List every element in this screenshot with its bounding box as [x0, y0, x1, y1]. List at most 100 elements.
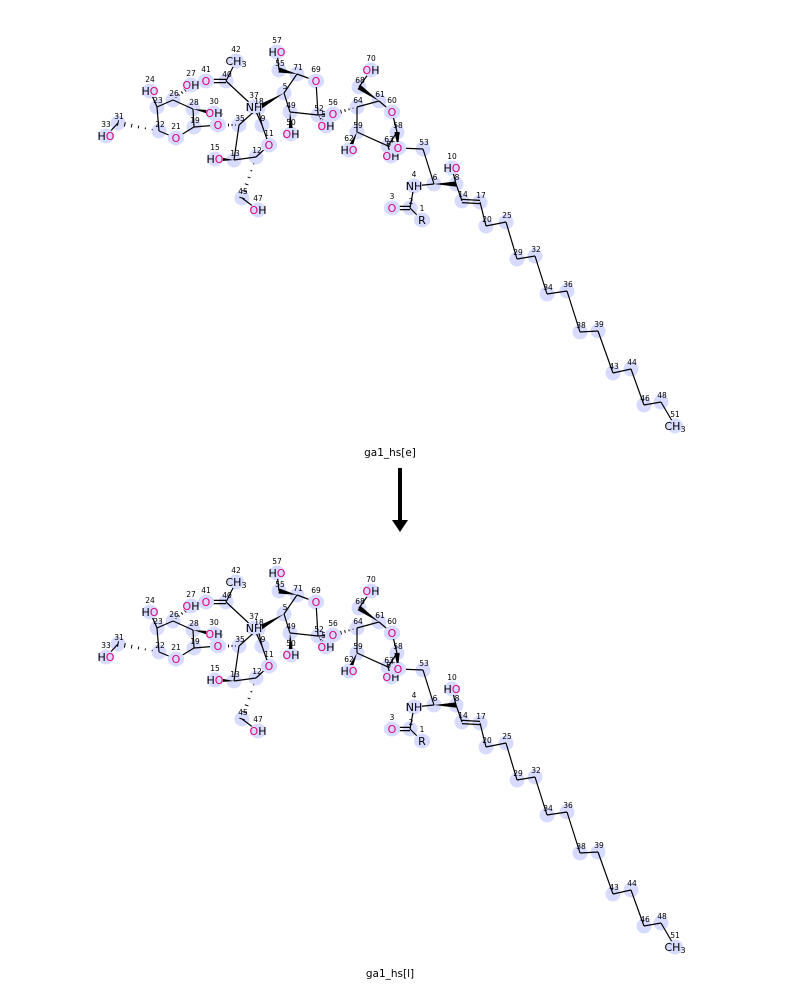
atom-index-top-27: 27: [186, 69, 196, 78]
bond-bottom-46-48: [643, 922, 662, 927]
atom-label-bottom-7: O: [394, 663, 403, 676]
atom-label-bg-top-51: [667, 420, 683, 432]
atom-label-top-30: OH: [206, 107, 223, 120]
atom-index-bottom-3: 3: [390, 713, 395, 722]
atom-index-top-30: 30: [209, 97, 219, 106]
atom-index-top-2: 2: [409, 197, 414, 206]
atom-label-top-60: O: [388, 106, 397, 119]
atom-index-top-45: 45: [238, 187, 248, 196]
atom-index-top-51: 51: [670, 410, 680, 419]
bond-bottom-20-25: [485, 742, 507, 748]
atom-index-top-17: 17: [476, 191, 486, 200]
atom-index-bottom-13: 13: [230, 670, 240, 679]
atom-label-bg-top-69: [308, 75, 324, 87]
bond-bottom-63-58: [387, 652, 398, 668]
atom-label-bg-bottom-33: [98, 651, 114, 663]
atom-index-bottom-12: 12: [252, 667, 262, 676]
atom-label-top-69: O: [312, 75, 321, 88]
atom-index-bottom-20: 20: [482, 736, 492, 745]
bond-bottom-61-68: [357, 605, 379, 622]
atom-label-bottom-65: OH: [383, 671, 400, 684]
atom-index-bottom-62: 62: [344, 655, 354, 664]
atom-label-bottom-37: NH: [246, 622, 263, 635]
atom-label-bottom-11: O: [265, 660, 274, 673]
atom-index-top-8: 8: [455, 173, 460, 182]
atom-label-bg-top-47: [250, 204, 266, 216]
atom-index-bottom-1: 1: [420, 725, 425, 734]
atom-label-top-15: HO: [207, 153, 224, 166]
atom-index-top-20: 20: [482, 215, 492, 224]
atom-index-top-26: 26: [169, 89, 179, 98]
bond-bottom-12-13: [233, 677, 257, 682]
atom-index-bottom-69: 69: [311, 586, 321, 595]
atom-label-bg-bottom-54: [318, 641, 334, 653]
atom-index-top-40: 40: [222, 70, 232, 79]
bond-top-22-23: [156, 106, 160, 132]
atom-index-bottom-56: 56: [328, 619, 338, 628]
bond-top-49-5: [283, 92, 291, 113]
bond-top-63-58: [387, 131, 398, 147]
atom-label-top-10: HO: [444, 162, 461, 175]
atom-index-bottom-45: 45: [238, 708, 248, 717]
atom-label-top-16: O: [214, 119, 223, 132]
bond-top-34-36: [546, 290, 568, 295]
atom-label-bottom-69: O: [312, 596, 321, 609]
atom-label-bottom-4: NH: [406, 701, 423, 714]
bond-top-29-32: [516, 255, 536, 260]
atom-index-bottom-61: 61: [375, 611, 385, 620]
bond-bottom-34-36: [546, 811, 568, 816]
atom-index-top-57: 57: [272, 36, 282, 45]
atom-index-bottom-21: 21: [171, 643, 181, 652]
atom-label-bottom-60: O: [388, 627, 397, 640]
atom-index-bottom-50: 50: [286, 639, 296, 648]
atom-index-top-15: 15: [210, 143, 220, 152]
atom-label-bg-bottom-16: [210, 640, 226, 652]
atom-label-bg-bottom-51: [667, 941, 683, 953]
atom-label-bg-top-42: [228, 55, 244, 67]
atom-index-top-7: 7: [396, 132, 401, 141]
bond-bottom-59-63: [356, 652, 389, 668]
atom-index-bottom-25: 25: [502, 732, 512, 741]
atom-label-bg-bottom-21: [168, 653, 184, 665]
atom-label-bottom-3: O: [388, 723, 397, 736]
atom-label-bottom-42: CH3: [225, 576, 246, 590]
atom-index-bottom-22: 22: [155, 641, 165, 650]
atom-index-top-28: 28: [189, 98, 199, 107]
atom-label-bg-bottom-11: [261, 660, 277, 672]
molecule-top-caption: ga1_hs[e]: [364, 447, 416, 459]
atom-index-bottom-68: 68: [355, 597, 365, 606]
atom-label-top-41: O: [202, 75, 211, 88]
bond-top-61-64: [356, 100, 380, 108]
atom-label-bottom-56: O: [329, 629, 338, 642]
atom-label-bg-top-62: [341, 144, 357, 156]
atom-label-bottom-62: HO: [341, 665, 358, 678]
bond-bottom-5-71: [283, 594, 298, 615]
atom-index-top-44: 44: [627, 358, 637, 367]
atom-label-bg-bottom-37: [246, 622, 262, 634]
atom-index-top-24: 24: [145, 75, 155, 84]
atom-index-top-23: 23: [153, 96, 163, 105]
atom-index-top-3: 3: [390, 192, 395, 201]
atom-index-top-13: 13: [230, 149, 240, 158]
bond-top-14-17: [461, 198, 481, 205]
atom-label-top-54: OH: [318, 120, 335, 133]
atom-index-top-43: 43: [609, 362, 619, 371]
bond-bottom-13-35: [233, 645, 240, 682]
bond-bottom-5-18: [256, 614, 284, 632]
bond-bottom-28-19: [192, 629, 195, 649]
bond-bottom-52-49: [289, 632, 319, 637]
atom-index-bottom-14: 14: [458, 711, 468, 720]
atom-label-bg-top-30: [206, 107, 222, 119]
bond-top-12-13: [233, 156, 257, 161]
atom-index-top-69: 69: [311, 65, 321, 74]
atom-index-bottom-26: 26: [169, 610, 179, 619]
atom-label-bg-bottom-27: [183, 600, 199, 612]
down-arrow-icon: [392, 468, 408, 532]
atom-label-top-57: HO: [269, 46, 286, 59]
atom-index-bottom-18: 18: [254, 618, 264, 627]
bond-top-46-48: [643, 401, 662, 406]
atom-label-bottom-33: HO: [98, 651, 115, 664]
atom-label-top-33: HO: [98, 130, 115, 143]
bond-top-6-8: [434, 181, 456, 187]
atom-label-bg-bottom-57: [269, 567, 285, 579]
